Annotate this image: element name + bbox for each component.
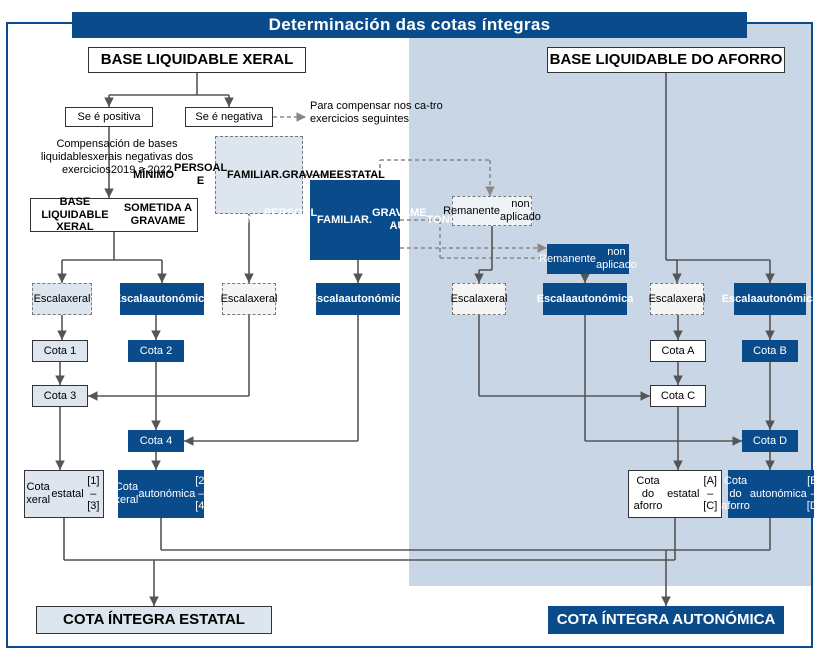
diagram-title: Determinación das cotas íntegras	[72, 12, 747, 38]
node-cota-aforro-auto: Cota do aforroautonómica[B] – [D]	[728, 470, 814, 518]
node-negativa: Se é negativa	[185, 107, 273, 127]
node-cotaD: Cota D	[742, 430, 798, 452]
node-escala1-xeral: Escalaxeral	[32, 283, 92, 315]
node-base-sometida: BASE LIQUIDABLE XERALSOMETIDA A GRAVAME	[30, 198, 198, 232]
node-cotaB: Cota B	[742, 340, 798, 362]
node-reman1: Remanentenon aplicado	[452, 196, 532, 226]
node-integra-auto: COTA ÍNTEGRA AUTONÓMICA	[548, 606, 784, 634]
node-min-estatal: MÍNIMOPERSOAL EFAMILIAR.GRAVAMEESTATAL	[215, 136, 303, 214]
node-cota3: Cota 3	[32, 385, 88, 407]
node-cota2: Cota 2	[128, 340, 184, 362]
diagram-canvas: Determinación das cotas íntegras	[0, 0, 819, 654]
node-cota-aforro-estatal: Cota do aforroestatal[A] – [C]	[628, 470, 722, 518]
node-escala4-xeral: Escalaxeral	[650, 283, 704, 315]
node-cotaA: Cota A	[650, 340, 706, 362]
node-base-aforro: BASE LIQUIDABLE DO AFORRO	[547, 47, 785, 73]
node-cota-xeral-estatal: Cota xeralestatal[1] – [3]	[24, 470, 104, 518]
node-escala4-auto: Escalaautonómica	[734, 283, 806, 315]
node-cota4: Cota 4	[128, 430, 184, 452]
node-escala2-xeral: Escalaxeral	[222, 283, 276, 315]
node-reman2: Remanentenon aplicado	[547, 244, 629, 274]
node-escala1-auto: Escalaautonómica	[120, 283, 204, 315]
node-escala2-auto: Escalaautonómica	[316, 283, 400, 315]
node-cota1: Cota 1	[32, 340, 88, 362]
node-integra-estatal: COTA ÍNTEGRA ESTATAL	[36, 606, 272, 634]
node-escala3-xeral: Escalaxeral	[452, 283, 506, 315]
text-compensar: Para compensar nos ca-tro exercicios seg…	[310, 100, 465, 130]
node-base-xeral: BASE LIQUIDABLE XERAL	[88, 47, 306, 73]
node-cotaC: Cota C	[650, 385, 706, 407]
node-positiva: Se é positiva	[65, 107, 153, 127]
node-escala3-auto: Escalaautonómica	[543, 283, 627, 315]
node-cota-xeral-auto: Cota xeralautonómica[2] – [4]	[118, 470, 204, 518]
node-min-auto: MÍNIMOPERSOAL EFAMILIAR.GRAVAME AU-TONÓM…	[310, 180, 400, 260]
